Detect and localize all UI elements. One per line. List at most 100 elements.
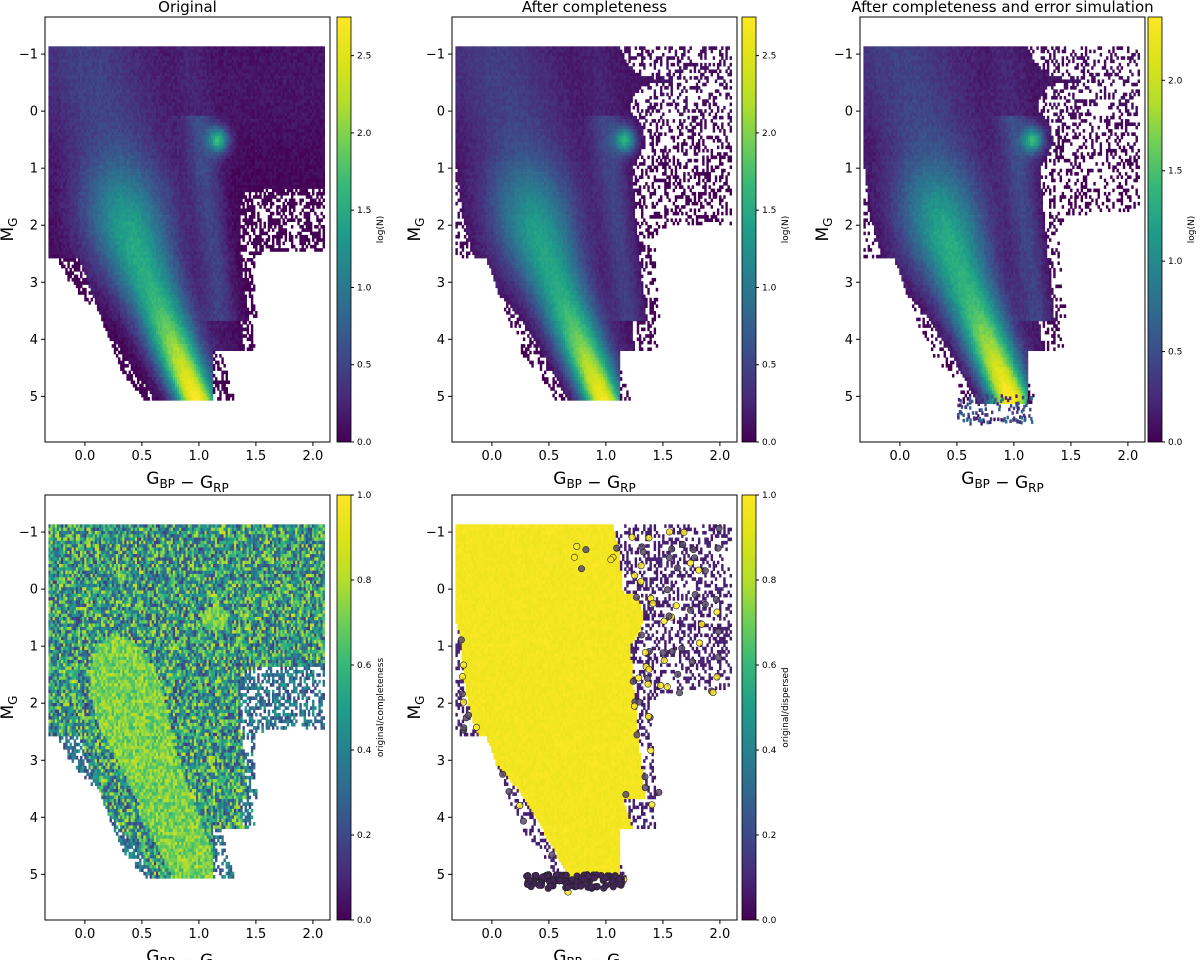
y-tick-label: −1: [834, 48, 853, 63]
colorbar-tick-label: 0.2: [762, 831, 776, 841]
y-tick-label: 1: [30, 640, 38, 655]
x-tick-label: 0.0: [482, 449, 503, 464]
y-tick-label: 5: [30, 868, 38, 883]
colorbar-label: original/completeness: [376, 658, 386, 758]
x-axis-label: GBP − GRP: [146, 947, 228, 960]
colorbar-tick-label: 1.5: [1168, 167, 1182, 177]
x-tick-label: 0.0: [482, 927, 503, 942]
y-tick-label: 4: [845, 333, 853, 348]
colorbar-tick-label: 2.5: [762, 52, 776, 62]
heatmap-cells: [455, 524, 732, 896]
x-tick-label: 0.5: [539, 927, 560, 942]
x-tick-label: 1.5: [653, 449, 674, 464]
panel-2: 0.0 0.5 1.0 1.5 2.0 −1 0 1 2 3 4 5 GBP − GRP MG After …: [405, 0, 791, 495]
x-tick-label: 0.5: [947, 449, 968, 464]
colorbar-tick-label: 0.5: [357, 361, 371, 371]
x-tick-label: 1.5: [246, 927, 267, 942]
colorbar-tick-label: 0.4: [762, 746, 777, 756]
x-tick-label: 2.0: [303, 449, 324, 464]
colorbar-tick-label: 0.5: [1168, 348, 1182, 358]
x-tick-label: 0.0: [75, 449, 96, 464]
y-tick-label: 3: [437, 754, 445, 769]
y-tick-label: 3: [845, 276, 853, 291]
heatmap-cells: [455, 46, 732, 401]
axes-frame: [44, 494, 331, 921]
y-tick-label: 2: [437, 219, 445, 234]
axes-frame: [859, 16, 1146, 443]
x-tick-label: 1.0: [189, 449, 210, 464]
y-tick-label: −1: [19, 526, 38, 541]
axes-frame: [44, 16, 331, 443]
y-tick-label: 3: [30, 276, 38, 291]
y-tick-label: 2: [30, 697, 38, 712]
colorbar-tick-label: 1.5: [357, 206, 371, 216]
colorbar-tick-label: 1.5: [762, 206, 776, 216]
colorbar-tick-label: 2.0: [1168, 76, 1183, 86]
y-tick-label: 3: [437, 276, 445, 291]
y-axis-label: MG: [0, 696, 20, 720]
colorbar-label: log(N): [781, 216, 791, 243]
y-tick-label: 5: [437, 868, 445, 883]
y-tick-label: 0: [437, 583, 445, 598]
x-axis-label: GBP − GRP: [961, 469, 1043, 495]
x-axis-label: GBP − GRP: [553, 947, 635, 960]
y-tick-label: 0: [437, 105, 445, 120]
panel-title: After completeness: [522, 0, 667, 16]
y-tick-label: 0: [30, 105, 38, 120]
axes-frame: [451, 16, 738, 443]
colorbar-tick-label: 0.6: [357, 661, 372, 671]
x-tick-label: 1.0: [596, 449, 617, 464]
y-tick-label: 0: [845, 105, 853, 120]
x-tick-label: 1.5: [653, 927, 674, 942]
y-tick-label: 1: [30, 162, 38, 177]
colorbar-tick-label: 1.0: [1168, 257, 1183, 267]
panel-1: 0.0 0.5 1.0 1.5 2.0 −1 0 1 2 3 4 5 GBP − GRP MG Origin…: [0, 0, 386, 495]
x-tick-label: 1.0: [596, 927, 617, 942]
y-tick-label: 4: [437, 333, 445, 348]
x-tick-label: 2.0: [710, 927, 731, 942]
x-tick-label: 2.0: [1118, 449, 1139, 464]
colorbar: [1147, 16, 1163, 443]
x-tick-label: 2.0: [303, 927, 324, 942]
y-tick-label: 3: [30, 754, 38, 769]
y-tick-label: 0: [30, 583, 38, 598]
panel-3: 0.0 0.5 1.0 1.5 2.0 −1 0 1 2 3 4 5 GBP − GRP MG After …: [813, 0, 1197, 495]
colorbar-tick-label: 0.0: [357, 438, 372, 448]
x-tick-label: 1.0: [1004, 449, 1025, 464]
heatmap-cells: [863, 46, 1140, 426]
y-tick-label: 4: [30, 333, 38, 348]
colorbar: [336, 494, 352, 921]
colorbar-tick-label: 0.8: [762, 576, 777, 586]
colorbar-tick-label: 2.5: [357, 52, 371, 62]
panel-4: 0.0 0.5 1.0 1.5 2.0 −1 0 1 2 3 4 5 GBP − GRP MG 0.0 0.2…: [0, 491, 386, 960]
colorbar-tick-label: 0.4: [357, 746, 372, 756]
y-tick-label: 1: [437, 162, 445, 177]
panel-title: Original: [158, 0, 217, 16]
x-axis-label: GBP − GRP: [146, 469, 228, 495]
x-tick-label: 0.5: [132, 927, 153, 942]
colorbar-tick-label: 0.0: [762, 438, 777, 448]
y-tick-label: 2: [845, 219, 853, 234]
colorbar-tick-label: 0.0: [1168, 438, 1183, 448]
colorbar-tick-label: 1.0: [357, 283, 372, 293]
y-axis-label: MG: [0, 218, 20, 242]
y-tick-label: 5: [30, 390, 38, 405]
y-axis-label: MG: [405, 696, 427, 720]
y-tick-label: 4: [437, 811, 445, 826]
y-axis-label: MG: [813, 218, 835, 242]
colorbar-tick-label: 0.0: [762, 916, 777, 926]
colorbar-tick-label: 0.8: [357, 576, 372, 586]
x-tick-label: 0.5: [539, 449, 560, 464]
colorbar: [741, 494, 757, 921]
x-axis-label: GBP − GRP: [553, 469, 635, 495]
colorbar-tick-label: 1.0: [762, 283, 777, 293]
colorbar-tick-label: 1.0: [357, 491, 372, 501]
colorbar-tick-label: 0.2: [357, 831, 371, 841]
colorbar-label: original/dispersed: [781, 667, 791, 747]
colorbar-tick-label: 1.0: [762, 491, 777, 501]
colorbar: [336, 16, 352, 443]
x-tick-label: 2.0: [710, 449, 731, 464]
y-tick-label: 2: [30, 219, 38, 234]
colorbar-tick-label: 0.6: [762, 661, 777, 671]
